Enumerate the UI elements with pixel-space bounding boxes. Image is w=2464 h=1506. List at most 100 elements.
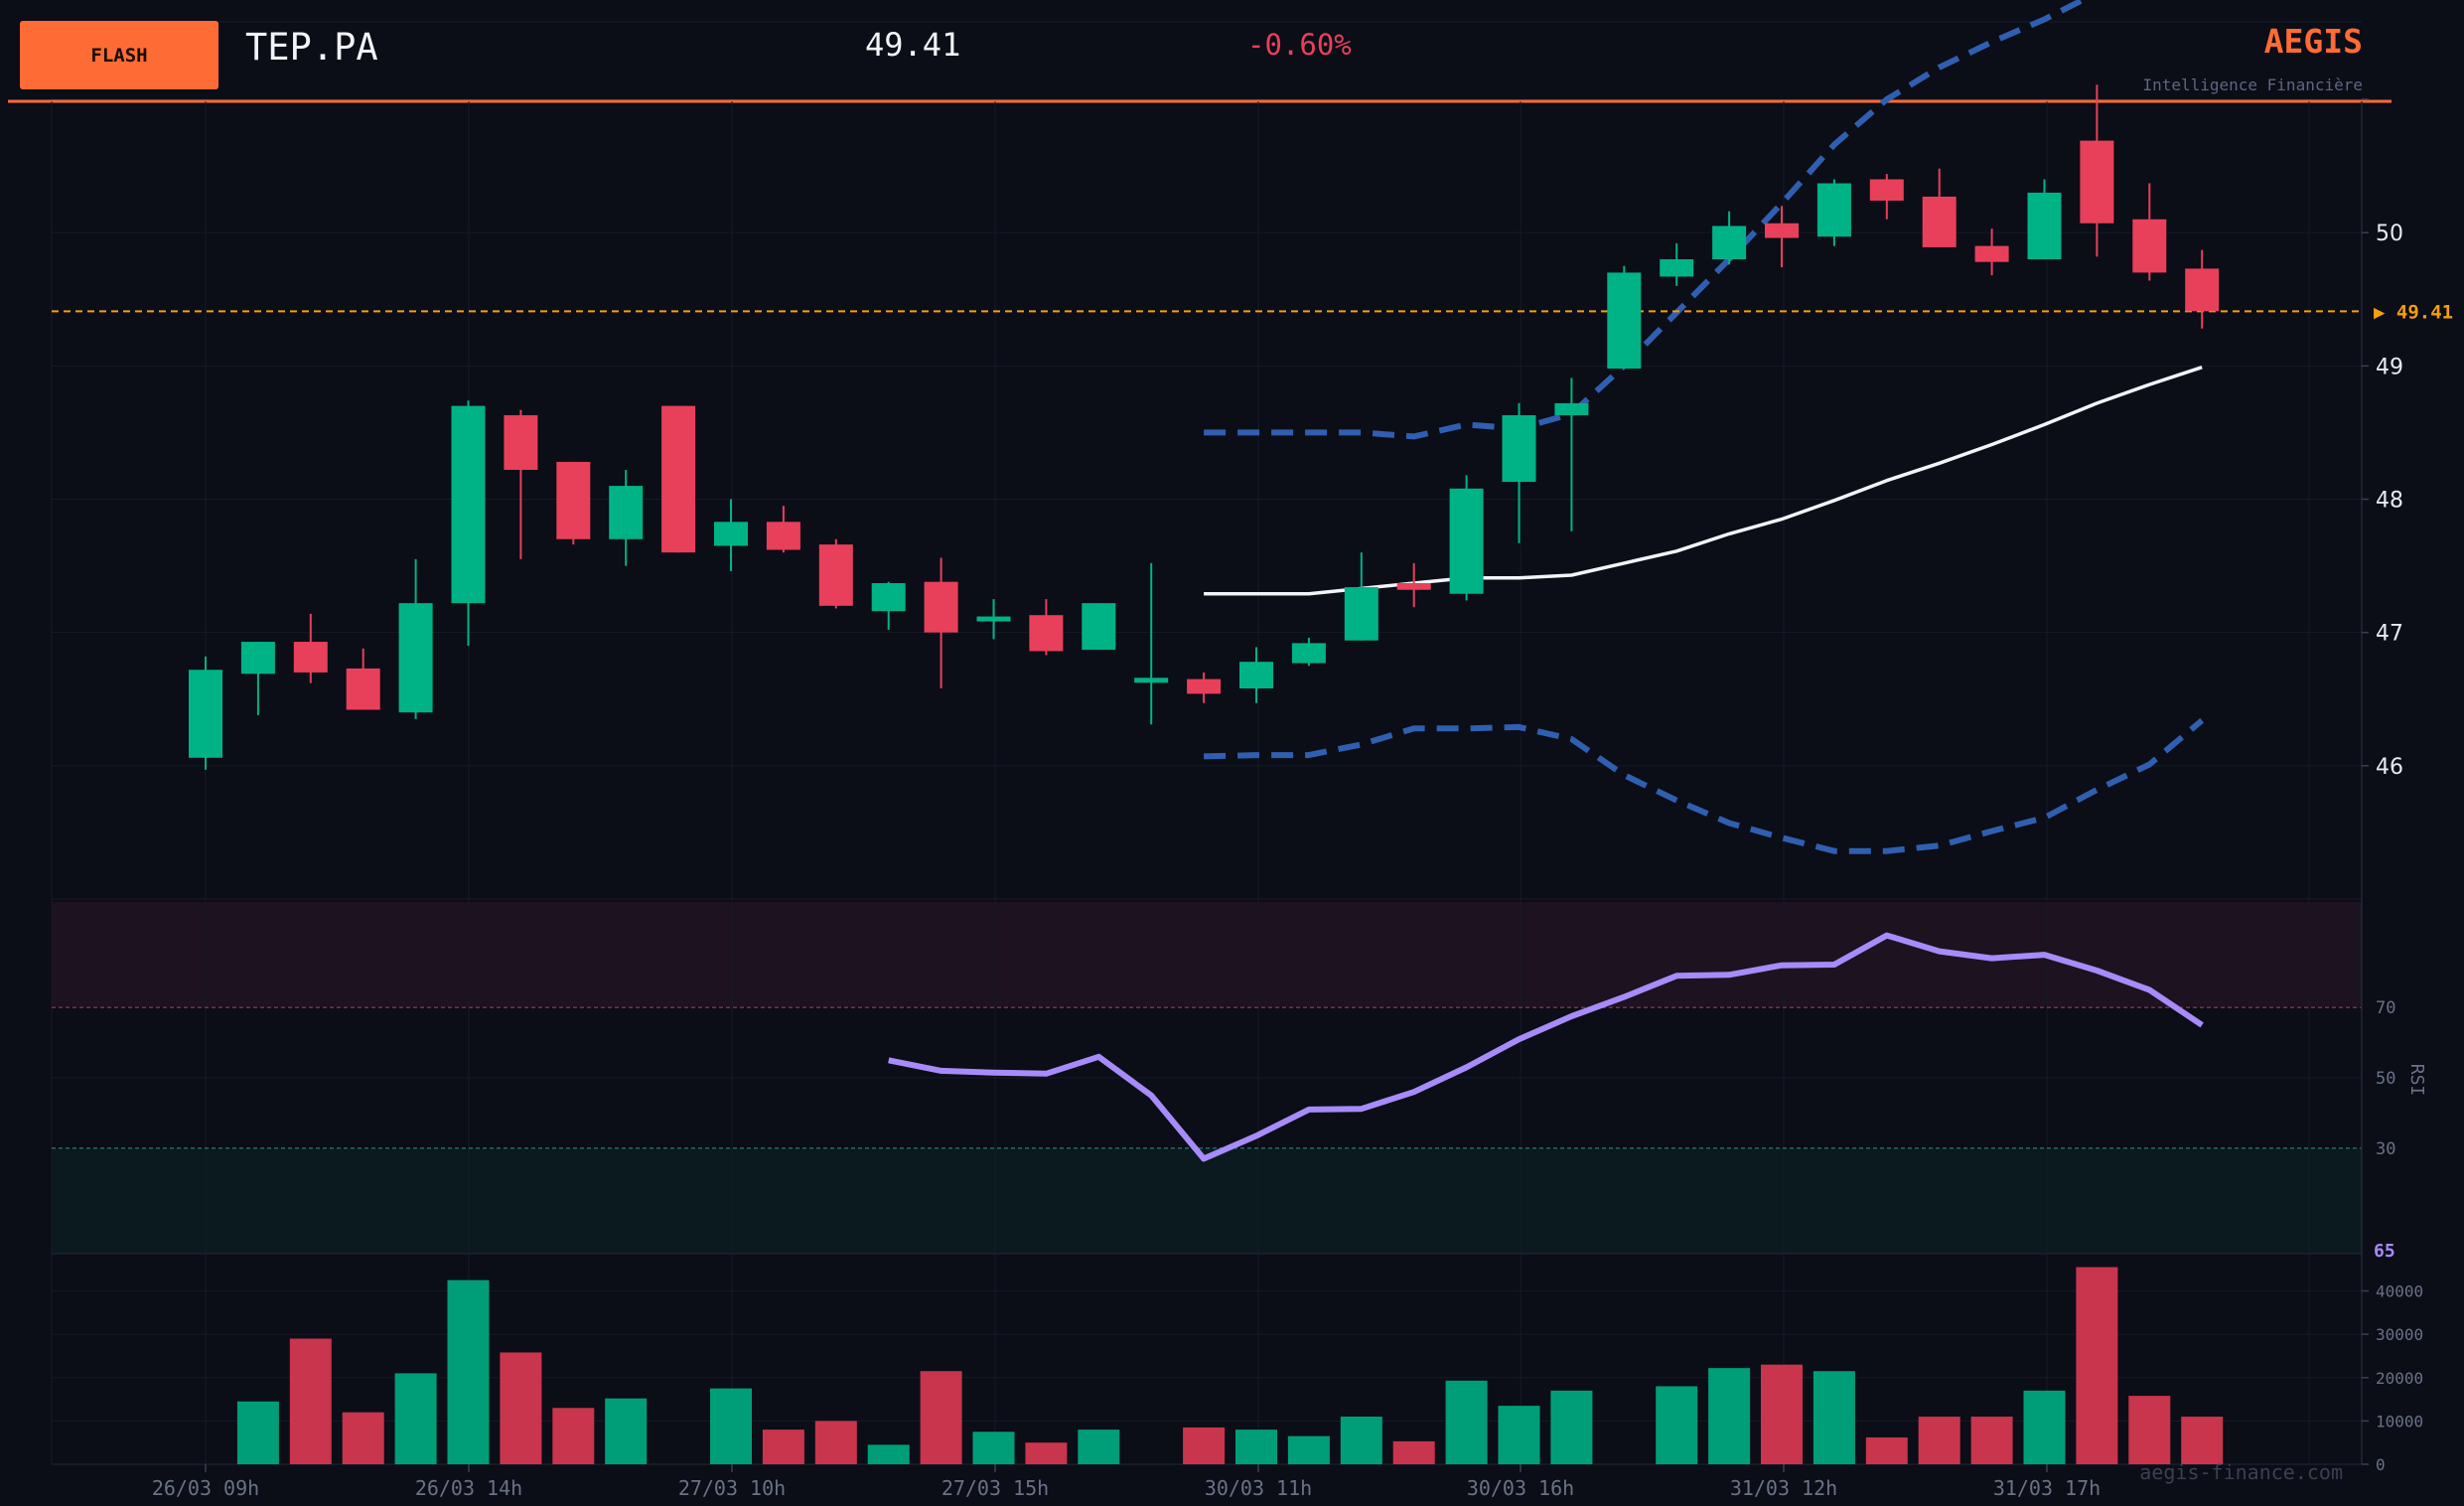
candle-body	[714, 522, 748, 546]
moving-average-line	[1204, 366, 2203, 596]
candle-body	[2027, 192, 2062, 259]
candle-body	[661, 405, 696, 553]
volume-bar	[552, 1408, 595, 1464]
volume-bar	[605, 1398, 648, 1464]
price-tick-label: 47	[2376, 622, 2403, 647]
candle-body	[1712, 226, 1747, 259]
candle-body	[451, 405, 486, 604]
volume-bar	[814, 1421, 857, 1464]
last-price: 49.41	[865, 26, 961, 64]
rsi-tick-label: 70	[2376, 998, 2395, 1018]
bollinger-lower-line	[1204, 717, 2205, 854]
x-tick-label: 26/03 09h	[152, 1476, 259, 1500]
candle-body	[871, 583, 906, 612]
volume-bar	[2128, 1396, 2171, 1464]
candle-body	[818, 544, 853, 606]
volume-bar	[447, 1280, 490, 1464]
watermark: aegis-finance.com	[2139, 1460, 2343, 1484]
candle-body	[1082, 603, 1116, 651]
candle-body	[1134, 678, 1169, 683]
candle-body	[2185, 268, 2220, 312]
candle-body	[976, 616, 1011, 622]
price-change: -0.60%	[1247, 28, 1352, 62]
candle-body	[2132, 219, 2167, 273]
brand-tagline: Intelligence Financière	[2142, 75, 2363, 94]
volume-bar	[1445, 1380, 1488, 1464]
candle-body	[398, 603, 433, 713]
candle-body	[346, 668, 380, 710]
candle-body	[766, 522, 800, 550]
rsi-axis-label: RSI	[2406, 1064, 2427, 1097]
volume-tick-label: 20000	[2376, 1369, 2423, 1388]
volume-bar	[867, 1444, 910, 1464]
candle-body	[189, 670, 222, 758]
candle-body	[924, 581, 958, 633]
price-tick-label: 46	[2376, 755, 2403, 780]
volume-bar	[1498, 1406, 1540, 1464]
candle-body	[1660, 259, 1694, 277]
candle-body	[1974, 245, 2009, 262]
volume-bar	[394, 1373, 437, 1464]
volume-bar	[236, 1401, 279, 1464]
candle-body	[1502, 414, 1536, 483]
price-tick-label: 50	[2376, 222, 2403, 246]
candle-body	[293, 642, 328, 673]
volume-bar	[1550, 1390, 1593, 1464]
rsi-last-value-label: 65	[2374, 1241, 2395, 1262]
candle-body	[1029, 615, 1064, 652]
volume-bar	[1025, 1442, 1068, 1464]
candle-body	[1291, 643, 1326, 664]
volume-bar	[1078, 1430, 1120, 1464]
rsi-tick-label: 50	[2376, 1069, 2395, 1089]
volume-bar	[2023, 1390, 2066, 1464]
candle-body	[1922, 196, 1957, 247]
volume-tick-label: 0	[2376, 1455, 2386, 1474]
candle-body	[1869, 179, 1904, 201]
candle-body	[1239, 662, 1273, 689]
x-tick-label: 27/03 10h	[678, 1476, 786, 1500]
candle-body	[556, 461, 591, 539]
volume-bar	[500, 1352, 542, 1464]
volume-bar	[1761, 1364, 1803, 1464]
x-tick-label: 27/03 15h	[942, 1476, 1049, 1500]
volume-bar	[1340, 1417, 1382, 1464]
volume-bar	[972, 1431, 1015, 1464]
volume-tick-label: 10000	[2376, 1412, 2423, 1431]
rsi-tick-label: 30	[2376, 1139, 2395, 1159]
volume-bar	[1918, 1417, 1960, 1464]
x-tick-label: 31/03 17h	[1993, 1476, 2101, 1500]
price-tick-label: 49	[2376, 355, 2403, 379]
x-tick-label: 26/03 14h	[415, 1476, 522, 1500]
candle-body	[1344, 587, 1378, 641]
candle-body	[1765, 223, 1799, 238]
x-tick-label: 31/03 12h	[1730, 1476, 1837, 1500]
volume-bar	[289, 1338, 332, 1464]
x-tick-label: 30/03 11h	[1205, 1476, 1312, 1500]
candle-body	[1816, 183, 1851, 237]
volume-tick-label: 30000	[2376, 1325, 2423, 1344]
candle-body	[609, 486, 644, 539]
price-tick-label: 48	[2376, 489, 2403, 514]
volume-bar	[710, 1388, 752, 1464]
volume-bar	[1392, 1440, 1435, 1464]
last-price-label: ▶ 49.41	[2374, 301, 2453, 323]
ticker-symbol: TEP.PA	[245, 26, 378, 69]
volume-bar	[762, 1430, 804, 1464]
volume-bar	[2076, 1267, 2118, 1464]
candle-body	[1449, 488, 1484, 594]
rsi-line	[888, 932, 2204, 1162]
candle-body	[1554, 402, 1589, 415]
candle-body	[1607, 272, 1642, 370]
x-tick-label: 30/03 16h	[1467, 1476, 1574, 1500]
candle-body	[240, 642, 275, 675]
volume-bar	[1970, 1417, 2013, 1464]
flash-badge: FLASH	[20, 21, 218, 89]
brand-logo: AEGIS	[2263, 22, 2363, 61]
volume-bar	[342, 1412, 384, 1464]
candle-body	[504, 414, 538, 470]
rsi-oversold-zone	[52, 1147, 2362, 1254]
volume-bar	[1865, 1436, 1908, 1464]
volume-bar	[2181, 1417, 2224, 1464]
volume-bar	[1235, 1430, 1277, 1464]
